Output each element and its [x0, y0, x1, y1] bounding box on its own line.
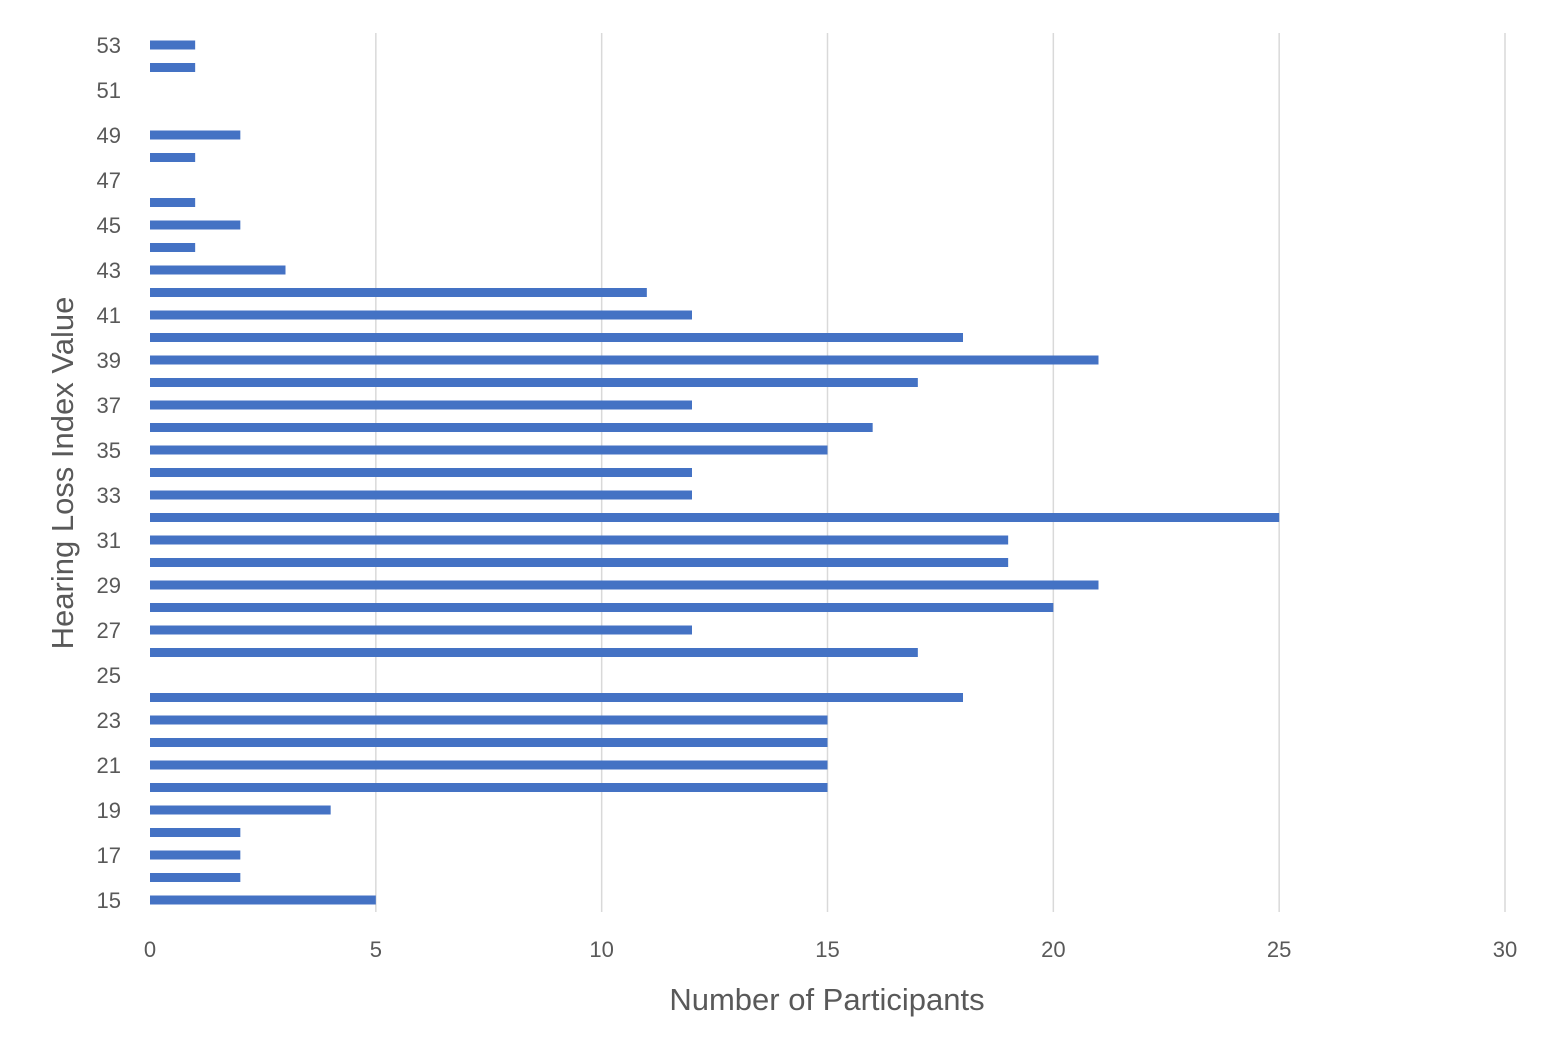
- x-tick-label: 20: [1041, 937, 1065, 962]
- y-tick-label: 25: [97, 663, 121, 688]
- x-tick-label: 30: [1493, 937, 1517, 962]
- bar-28: [150, 603, 1054, 612]
- x-tick-label: 10: [589, 937, 613, 962]
- x-tick-label: 0: [144, 937, 156, 962]
- bar-45: [150, 220, 241, 230]
- bar-42: [150, 288, 647, 297]
- bar-44: [150, 243, 196, 252]
- bar-15: [150, 895, 376, 905]
- bar-37: [150, 400, 692, 410]
- y-tick-label: 49: [97, 123, 121, 148]
- bar-43: [150, 265, 286, 275]
- bar-16: [150, 873, 241, 882]
- x-axis-title: Number of Participants: [669, 982, 984, 1017]
- y-axis-title: Hearing Loss Index Value: [45, 297, 80, 650]
- bar-32: [150, 513, 1280, 522]
- y-tick-label: 21: [97, 753, 121, 778]
- y-tick-label: 15: [97, 888, 121, 913]
- x-tick-label: 15: [815, 937, 839, 962]
- y-tick-label: 51: [97, 78, 121, 103]
- y-tick-label: 45: [97, 213, 121, 238]
- bar-20: [150, 783, 828, 792]
- bar-19: [150, 805, 331, 815]
- y-tick-label: 37: [97, 393, 121, 418]
- bar-41: [150, 310, 692, 320]
- bar-53: [150, 40, 196, 50]
- y-tick-label: 19: [97, 798, 121, 823]
- y-tick-label: 53: [97, 33, 121, 58]
- bar-33: [150, 490, 692, 500]
- bars: [150, 40, 1280, 905]
- bar-52: [150, 63, 196, 72]
- x-tick-label: 25: [1267, 937, 1291, 962]
- y-tick-label: 47: [97, 168, 121, 193]
- y-tick-label: 29: [97, 573, 121, 598]
- bar-27: [150, 625, 692, 635]
- y-tick-label: 43: [97, 258, 121, 283]
- bar-23: [150, 715, 828, 725]
- bar-22: [150, 738, 828, 747]
- bar-46: [150, 198, 196, 207]
- y-tick-label: 27: [97, 618, 121, 643]
- bar-26: [150, 648, 918, 657]
- bar-36: [150, 423, 873, 432]
- y-tick-label: 35: [97, 438, 121, 463]
- y-tick-label: 17: [97, 843, 121, 868]
- bar-31: [150, 535, 1009, 545]
- bar-17: [150, 850, 241, 860]
- y-tick-label: 31: [97, 528, 121, 553]
- bar-35: [150, 445, 828, 455]
- y-axis-ticks: 15 17 19 21 23 25 27 29 31 33 35 37 39 41 43 45 47 49 51 53: [97, 33, 121, 913]
- bar-34: [150, 468, 692, 477]
- bar-18: [150, 828, 241, 837]
- x-tick-label: 5: [370, 937, 382, 962]
- x-axis-ticks: 0 5 10 15 20 25 30: [144, 937, 1517, 962]
- bar-39: [150, 355, 1099, 365]
- y-tick-label: 39: [97, 348, 121, 373]
- bar-49: [150, 130, 241, 140]
- y-tick-label: 23: [97, 708, 121, 733]
- bar-29: [150, 580, 1099, 590]
- bar-21: [150, 760, 828, 770]
- y-tick-label: 33: [97, 483, 121, 508]
- bar-48: [150, 153, 196, 162]
- bar-30: [150, 558, 1009, 567]
- y-tick-label: 41: [97, 303, 121, 328]
- bar-24: [150, 693, 963, 702]
- bar-38: [150, 378, 918, 387]
- bar-40: [150, 333, 963, 342]
